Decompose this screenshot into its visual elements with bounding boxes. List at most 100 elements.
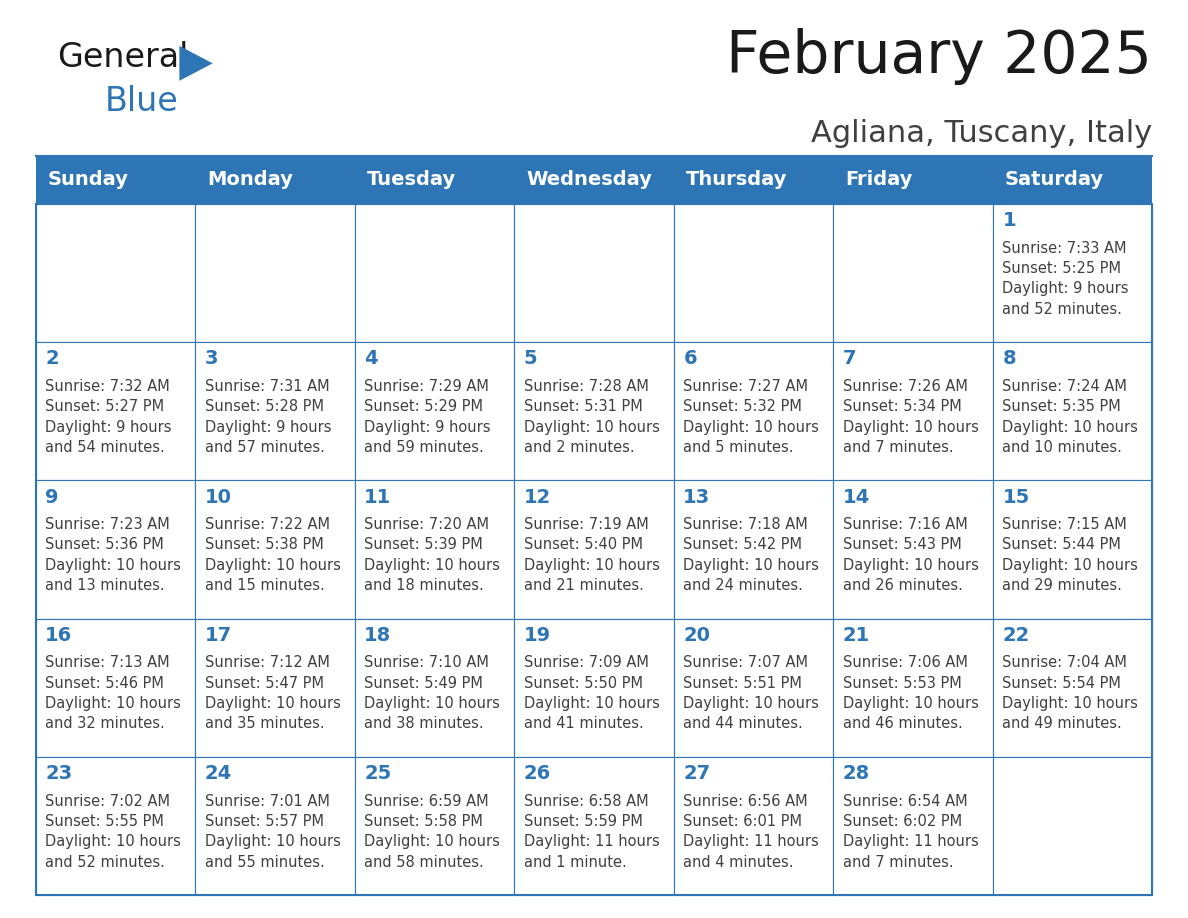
Text: Sunrise: 7:19 AM
Sunset: 5:40 PM
Daylight: 10 hours
and 21 minutes.: Sunrise: 7:19 AM Sunset: 5:40 PM Dayligh… xyxy=(524,517,659,593)
Text: 6: 6 xyxy=(683,350,697,368)
Bar xyxy=(195,480,355,619)
Text: Sunrise: 7:07 AM
Sunset: 5:51 PM
Daylight: 10 hours
and 44 minutes.: Sunrise: 7:07 AM Sunset: 5:51 PM Dayligh… xyxy=(683,655,820,732)
Bar xyxy=(355,342,514,480)
Text: 5: 5 xyxy=(524,350,537,368)
Text: 27: 27 xyxy=(683,764,710,783)
Text: 18: 18 xyxy=(365,626,392,644)
Bar xyxy=(674,756,833,895)
Text: 14: 14 xyxy=(842,487,870,507)
Text: Sunrise: 7:31 AM
Sunset: 5:28 PM
Daylight: 9 hours
and 57 minutes.: Sunrise: 7:31 AM Sunset: 5:28 PM Dayligh… xyxy=(204,379,331,455)
Text: Monday: Monday xyxy=(207,171,293,189)
Bar xyxy=(36,756,195,895)
Bar xyxy=(36,480,195,619)
Text: Sunrise: 6:54 AM
Sunset: 6:02 PM
Daylight: 11 hours
and 7 minutes.: Sunrise: 6:54 AM Sunset: 6:02 PM Dayligh… xyxy=(842,793,979,869)
Bar xyxy=(36,156,1152,204)
Bar xyxy=(674,619,833,756)
Bar xyxy=(514,342,674,480)
Text: 15: 15 xyxy=(1003,487,1030,507)
Text: Sunrise: 7:06 AM
Sunset: 5:53 PM
Daylight: 10 hours
and 46 minutes.: Sunrise: 7:06 AM Sunset: 5:53 PM Dayligh… xyxy=(842,655,979,732)
Text: 4: 4 xyxy=(365,350,378,368)
Bar xyxy=(993,342,1152,480)
Bar xyxy=(355,619,514,756)
Text: Sunrise: 7:32 AM
Sunset: 5:27 PM
Daylight: 9 hours
and 54 minutes.: Sunrise: 7:32 AM Sunset: 5:27 PM Dayligh… xyxy=(45,379,171,455)
Text: Agliana, Tuscany, Italy: Agliana, Tuscany, Italy xyxy=(811,119,1152,149)
Bar xyxy=(833,342,993,480)
Text: Sunrise: 7:12 AM
Sunset: 5:47 PM
Daylight: 10 hours
and 35 minutes.: Sunrise: 7:12 AM Sunset: 5:47 PM Dayligh… xyxy=(204,655,341,732)
Text: 11: 11 xyxy=(365,487,392,507)
Bar xyxy=(514,480,674,619)
Text: Blue: Blue xyxy=(105,85,178,118)
Text: Sunrise: 7:04 AM
Sunset: 5:54 PM
Daylight: 10 hours
and 49 minutes.: Sunrise: 7:04 AM Sunset: 5:54 PM Dayligh… xyxy=(1003,655,1138,732)
Text: 1: 1 xyxy=(1003,211,1016,230)
Text: Sunrise: 7:27 AM
Sunset: 5:32 PM
Daylight: 10 hours
and 5 minutes.: Sunrise: 7:27 AM Sunset: 5:32 PM Dayligh… xyxy=(683,379,820,455)
Bar xyxy=(355,480,514,619)
Text: Sunrise: 7:28 AM
Sunset: 5:31 PM
Daylight: 10 hours
and 2 minutes.: Sunrise: 7:28 AM Sunset: 5:31 PM Dayligh… xyxy=(524,379,659,455)
Text: Sunrise: 7:02 AM
Sunset: 5:55 PM
Daylight: 10 hours
and 52 minutes.: Sunrise: 7:02 AM Sunset: 5:55 PM Dayligh… xyxy=(45,793,181,869)
Bar xyxy=(674,342,833,480)
Text: Sunrise: 6:59 AM
Sunset: 5:58 PM
Daylight: 10 hours
and 58 minutes.: Sunrise: 6:59 AM Sunset: 5:58 PM Dayligh… xyxy=(365,793,500,869)
Bar xyxy=(36,619,195,756)
Text: 8: 8 xyxy=(1003,350,1016,368)
Bar xyxy=(514,619,674,756)
Bar xyxy=(36,342,195,480)
Text: Sunrise: 7:26 AM
Sunset: 5:34 PM
Daylight: 10 hours
and 7 minutes.: Sunrise: 7:26 AM Sunset: 5:34 PM Dayligh… xyxy=(842,379,979,455)
Text: 13: 13 xyxy=(683,487,710,507)
Text: Tuesday: Tuesday xyxy=(367,171,456,189)
Text: Sunrise: 7:10 AM
Sunset: 5:49 PM
Daylight: 10 hours
and 38 minutes.: Sunrise: 7:10 AM Sunset: 5:49 PM Dayligh… xyxy=(365,655,500,732)
Bar xyxy=(36,204,1152,895)
Text: Sunrise: 7:29 AM
Sunset: 5:29 PM
Daylight: 9 hours
and 59 minutes.: Sunrise: 7:29 AM Sunset: 5:29 PM Dayligh… xyxy=(365,379,491,455)
Text: Sunrise: 6:56 AM
Sunset: 6:01 PM
Daylight: 11 hours
and 4 minutes.: Sunrise: 6:56 AM Sunset: 6:01 PM Dayligh… xyxy=(683,793,819,869)
Text: 26: 26 xyxy=(524,764,551,783)
Text: Sunrise: 7:33 AM
Sunset: 5:25 PM
Daylight: 9 hours
and 52 minutes.: Sunrise: 7:33 AM Sunset: 5:25 PM Dayligh… xyxy=(1003,241,1129,317)
Bar xyxy=(833,756,993,895)
Text: Sunrise: 7:24 AM
Sunset: 5:35 PM
Daylight: 10 hours
and 10 minutes.: Sunrise: 7:24 AM Sunset: 5:35 PM Dayligh… xyxy=(1003,379,1138,455)
Text: Sunrise: 7:23 AM
Sunset: 5:36 PM
Daylight: 10 hours
and 13 minutes.: Sunrise: 7:23 AM Sunset: 5:36 PM Dayligh… xyxy=(45,517,181,593)
Text: Sunrise: 7:09 AM
Sunset: 5:50 PM
Daylight: 10 hours
and 41 minutes.: Sunrise: 7:09 AM Sunset: 5:50 PM Dayligh… xyxy=(524,655,659,732)
Text: 19: 19 xyxy=(524,626,551,644)
Bar xyxy=(355,756,514,895)
Text: Sunrise: 7:22 AM
Sunset: 5:38 PM
Daylight: 10 hours
and 15 minutes.: Sunrise: 7:22 AM Sunset: 5:38 PM Dayligh… xyxy=(204,517,341,593)
Bar xyxy=(195,204,355,342)
Text: Friday: Friday xyxy=(845,171,912,189)
Text: 21: 21 xyxy=(842,626,870,644)
Bar xyxy=(195,619,355,756)
Text: 25: 25 xyxy=(365,764,392,783)
Text: 12: 12 xyxy=(524,487,551,507)
Bar xyxy=(514,756,674,895)
Text: 17: 17 xyxy=(204,626,232,644)
Text: General: General xyxy=(57,41,189,74)
Bar xyxy=(993,619,1152,756)
Bar xyxy=(993,480,1152,619)
Text: 24: 24 xyxy=(204,764,232,783)
Bar xyxy=(833,204,993,342)
Bar xyxy=(36,204,195,342)
Text: Sunday: Sunday xyxy=(48,171,128,189)
Text: 23: 23 xyxy=(45,764,72,783)
Bar xyxy=(833,480,993,619)
Bar xyxy=(514,204,674,342)
Text: 20: 20 xyxy=(683,626,710,644)
Bar xyxy=(993,756,1152,895)
Text: 28: 28 xyxy=(842,764,870,783)
Text: 3: 3 xyxy=(204,350,219,368)
Text: 2: 2 xyxy=(45,350,58,368)
Text: Sunrise: 7:13 AM
Sunset: 5:46 PM
Daylight: 10 hours
and 32 minutes.: Sunrise: 7:13 AM Sunset: 5:46 PM Dayligh… xyxy=(45,655,181,732)
Bar xyxy=(674,480,833,619)
Bar xyxy=(674,204,833,342)
Text: Sunrise: 7:16 AM
Sunset: 5:43 PM
Daylight: 10 hours
and 26 minutes.: Sunrise: 7:16 AM Sunset: 5:43 PM Dayligh… xyxy=(842,517,979,593)
Text: February 2025: February 2025 xyxy=(727,28,1152,84)
Text: 7: 7 xyxy=(842,350,857,368)
Text: Wednesday: Wednesday xyxy=(526,171,652,189)
Text: Sunrise: 7:15 AM
Sunset: 5:44 PM
Daylight: 10 hours
and 29 minutes.: Sunrise: 7:15 AM Sunset: 5:44 PM Dayligh… xyxy=(1003,517,1138,593)
Text: 16: 16 xyxy=(45,626,72,644)
Bar xyxy=(0,0,1188,156)
Bar xyxy=(993,204,1152,342)
Polygon shape xyxy=(179,46,213,81)
Text: 22: 22 xyxy=(1003,626,1030,644)
Bar xyxy=(195,756,355,895)
Text: Sunrise: 7:01 AM
Sunset: 5:57 PM
Daylight: 10 hours
and 55 minutes.: Sunrise: 7:01 AM Sunset: 5:57 PM Dayligh… xyxy=(204,793,341,869)
Text: 10: 10 xyxy=(204,487,232,507)
Text: Sunrise: 7:18 AM
Sunset: 5:42 PM
Daylight: 10 hours
and 24 minutes.: Sunrise: 7:18 AM Sunset: 5:42 PM Dayligh… xyxy=(683,517,820,593)
Bar xyxy=(195,342,355,480)
Bar xyxy=(833,619,993,756)
